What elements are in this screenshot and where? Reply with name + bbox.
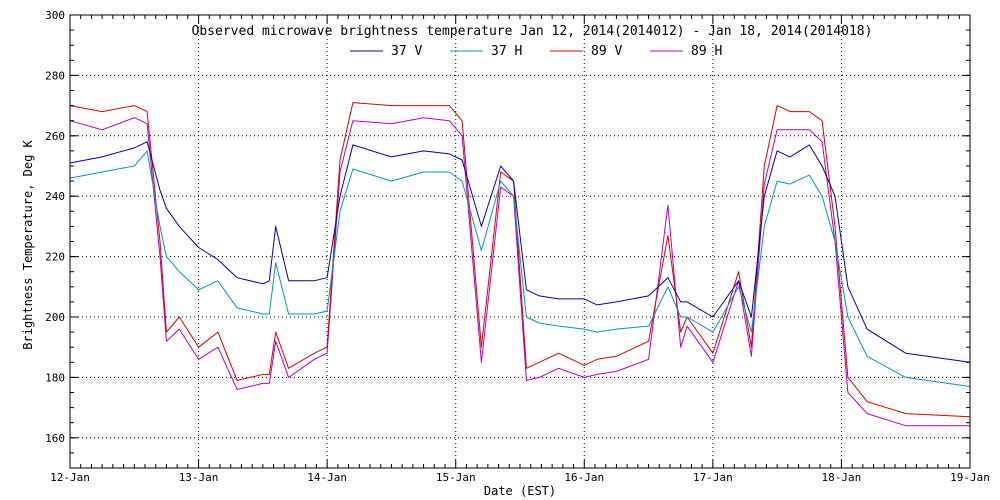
y-tick-label: 240: [45, 190, 65, 203]
legend: 37 V 37 H 89 V 89 H: [350, 44, 722, 59]
x-tick-label: 15-Jan: [436, 471, 476, 484]
legend-entry-89v: 89 V: [550, 44, 622, 59]
legend-label-37h: 37 H: [491, 44, 522, 59]
legend-entry-37v: 37 V: [350, 44, 422, 59]
y-tick-label: 260: [45, 130, 65, 143]
series-lines: [69, 102, 971, 427]
series-line-37h: [69, 150, 971, 387]
legend-entry-89h: 89 H: [650, 44, 722, 59]
y-tick-label: 300: [45, 9, 65, 22]
x-tick-label: 18-Jan: [822, 471, 862, 484]
x-tick-label: 17-Jan: [693, 471, 733, 484]
series-line-37v: [69, 141, 971, 363]
legend-label-89h: 89 H: [691, 44, 722, 59]
y-tick-label: 280: [45, 69, 65, 82]
y-tick-label: 220: [45, 251, 65, 264]
y-tick-label: 200: [45, 311, 65, 324]
x-tick-label: 12-Jan: [50, 471, 90, 484]
y-tick-label: 160: [45, 432, 65, 445]
x-tick-label: 14-Jan: [307, 471, 347, 484]
x-tick-label: 13-Jan: [179, 471, 219, 484]
x-axis-label: Date (EST): [484, 484, 556, 498]
y-axis-label: Brightness Temperature, Deg K: [21, 139, 35, 349]
x-tick-label: 19-Jan: [950, 471, 990, 484]
axis-ticks: 160 180 200 220 240 260 280 300 12-Jan 13-Jan 14-J…: [45, 9, 990, 484]
series-line-89h: [69, 117, 970, 427]
legend-label-37v: 37 V: [391, 44, 422, 59]
y-tick-label: 180: [45, 371, 65, 384]
x-tick-label: 16-Jan: [564, 471, 604, 484]
legend-label-89v: 89 V: [591, 44, 622, 59]
series-line-89v: [69, 102, 971, 418]
legend-entry-37h: 37 H: [450, 44, 522, 59]
chart-title: Observed microwave brightness temperatur…: [192, 24, 873, 39]
